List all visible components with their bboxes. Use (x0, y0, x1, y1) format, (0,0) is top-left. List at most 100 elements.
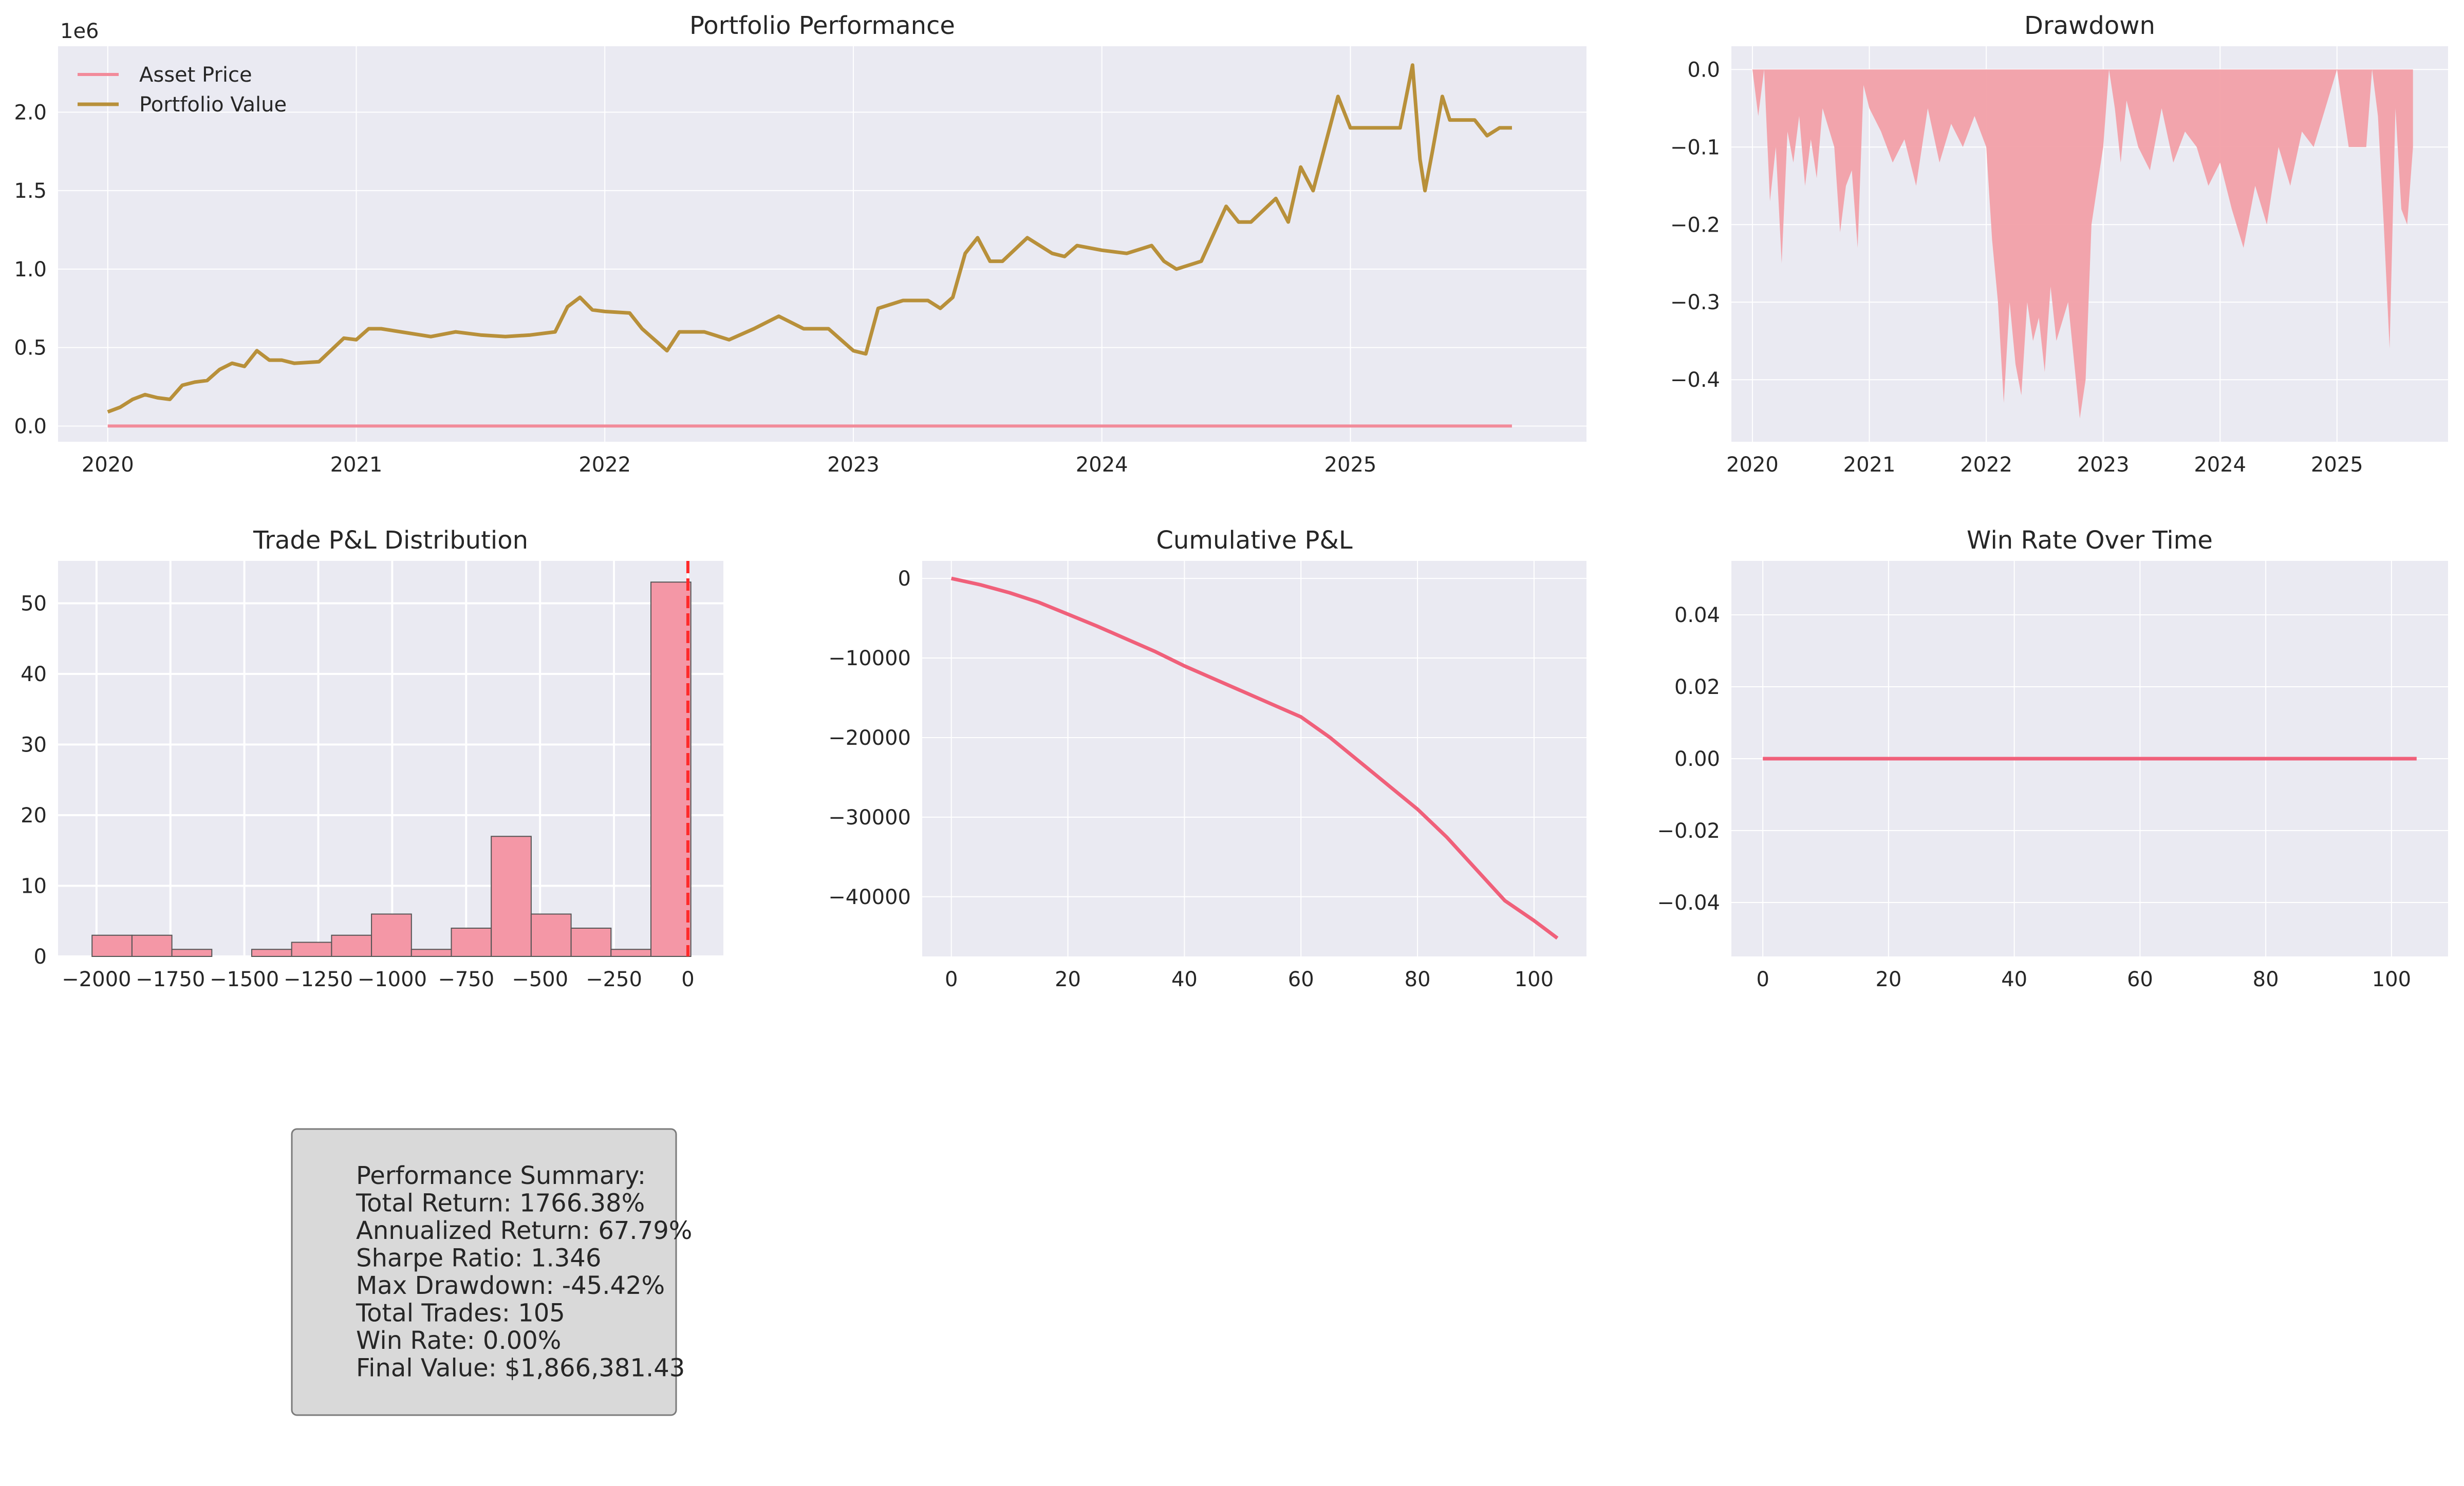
y-tick-label: 50 (21, 592, 47, 616)
histogram-bar (131, 934, 173, 957)
axes-cumulative_pnl: 0 20 40 60 80 100 0 −10000 −20000 −30000 −40000 Cum… (828, 526, 1586, 991)
histogram-bar (171, 949, 213, 957)
x-tick-label: 20 (1875, 968, 1901, 991)
x-tick-label: 60 (2127, 968, 2153, 991)
x-tick-label: 2025 (2311, 453, 2363, 477)
x-tick-label: 2022 (1960, 453, 2012, 477)
y-tick-label: −0.02 (1657, 819, 1720, 843)
y-tick-label: −0.2 (1670, 213, 1720, 237)
y-tick-label: −20000 (828, 726, 911, 750)
x-tick-label: 40 (1171, 968, 1198, 991)
y-tick-label: −10000 (828, 647, 911, 670)
x-tick-label: 2024 (2194, 453, 2246, 477)
y-tick-label: −0.1 (1670, 136, 1720, 159)
summary-line: Final Value: $1,866,381.43 (356, 1354, 685, 1383)
performance-summary: Performance Summary:Total Return: 1766.3… (291, 1128, 692, 1416)
x-tick-label: 0 (681, 968, 694, 991)
x-tick-label: 20 (1055, 968, 1081, 991)
chart-title: Drawdown (2024, 11, 2155, 40)
axes-portfolio: 2020 2021 2022 2023 2024 2025 0.0 0.5 1.0 1.5 2.0 P… (14, 11, 1586, 477)
chart-title: Portfolio Performance (689, 11, 955, 40)
x-tick-label: 2022 (578, 453, 631, 477)
axes-drawdown: 2020 2021 2022 2023 2024 2025 0.0 −0.1 −0.2 −0.3 −… (1670, 11, 2448, 477)
x-tick-label: −1750 (136, 968, 205, 991)
y-tick-label: 0 (898, 567, 911, 591)
histogram-bar (91, 934, 133, 957)
y-tick-label: 20 (21, 804, 47, 827)
y-tick-label: 0.0 (14, 415, 47, 438)
plot-area (58, 561, 723, 956)
plot-area (58, 46, 1586, 442)
x-tick-label: 2024 (1076, 453, 1128, 477)
x-tick-label: 0 (945, 968, 958, 991)
legend: Asset Price Portfolio Value (78, 63, 287, 117)
histogram-bar (530, 913, 572, 957)
x-tick-label: 2023 (2077, 453, 2130, 477)
x-tick-label: −1250 (284, 968, 353, 991)
histogram-bar (570, 928, 612, 957)
x-tick-label: 0 (1756, 968, 1769, 991)
chart-title: Cumulative P&L (1156, 526, 1353, 555)
x-tick-label: 2021 (330, 453, 383, 477)
x-tick-label: −500 (512, 968, 568, 991)
y-offset-text: 1e6 (60, 20, 99, 43)
y-tick-label: 10 (21, 875, 47, 898)
y-tick-label: −30000 (828, 806, 911, 830)
summary-box (291, 1128, 677, 1416)
y-tick-label: 40 (21, 663, 47, 686)
summary-line: Performance Summary: (356, 1161, 646, 1190)
y-tick-label: 0.04 (1674, 604, 1720, 627)
plot-area (922, 561, 1586, 956)
x-tick-label: −1000 (358, 968, 427, 991)
y-tick-label: 0.02 (1674, 675, 1720, 699)
legend-label: Portfolio Value (139, 93, 287, 117)
histogram-bar (251, 949, 292, 957)
x-tick-label: 100 (2372, 968, 2411, 991)
drawdown-area (1752, 69, 2413, 419)
summary-line: Sharpe Ratio: 1.346 (356, 1244, 601, 1273)
x-tick-label: 2021 (1843, 453, 1896, 477)
y-tick-label: 1.0 (14, 258, 47, 281)
histogram-bar (451, 928, 492, 957)
portfolio-value-line (107, 63, 1512, 414)
y-tick-label: 2.0 (14, 101, 47, 124)
chart-title: Trade P&L Distribution (253, 526, 528, 555)
y-tick-label: 0 (34, 945, 47, 969)
histogram-bar (610, 949, 651, 957)
x-tick-label: 80 (2253, 968, 2279, 991)
x-tick-label: −250 (586, 968, 642, 991)
histogram-bar (491, 836, 532, 957)
summary-line: Annualized Return: 67.79% (356, 1216, 692, 1245)
summary-line: Max Drawdown: -45.42% (356, 1271, 665, 1300)
x-tick-label: −2000 (62, 968, 131, 991)
histogram-bar (371, 913, 412, 957)
histogram-bar (650, 581, 692, 957)
x-tick-label: 60 (1288, 968, 1314, 991)
y-tick-label: −0.4 (1670, 368, 1720, 392)
axes-win_rate: 0 20 40 60 80 100 0.04 0.02 0.00 −0.02 −0.04 Win Ra… (1657, 526, 2448, 991)
histogram-bar (410, 949, 452, 957)
x-tick-label: −750 (438, 968, 494, 991)
y-tick-label: −40000 (828, 886, 911, 909)
summary-line: Total Trades: 105 (356, 1299, 565, 1328)
x-tick-label: 2025 (1324, 453, 1377, 477)
x-tick-label: 100 (1515, 968, 1554, 991)
y-tick-label: −0.04 (1657, 891, 1720, 915)
y-tick-label: −0.3 (1670, 291, 1720, 314)
histogram-bar (331, 934, 372, 957)
y-tick-label: 0.5 (14, 336, 47, 360)
x-tick-label: 40 (2001, 968, 2027, 991)
legend-label: Asset Price (139, 63, 252, 87)
y-tick-label: 0.0 (1687, 58, 1720, 82)
y-tick-label: 0.00 (1674, 747, 1720, 771)
cumulative-pnl-line (950, 576, 1559, 940)
x-tick-label: 2020 (82, 453, 134, 477)
axes-trade_pnl_hist: −2000 −1750 −1500 −1250 −1000 −750 −500 −250 0 0 1… (21, 526, 723, 991)
x-tick-label: 80 (1405, 968, 1431, 991)
x-tick-label: 2020 (1726, 453, 1779, 477)
chart-title: Win Rate Over Time (1967, 526, 2213, 555)
y-tick-label: 30 (21, 733, 47, 757)
x-tick-label: −1500 (210, 968, 279, 991)
y-tick-label: 1.5 (14, 179, 47, 203)
